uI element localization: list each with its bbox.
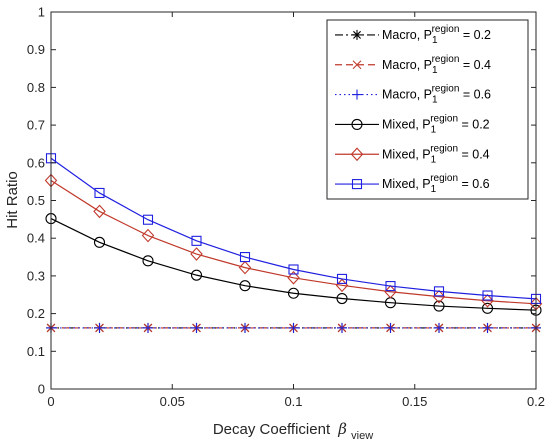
legend-entry: Macro, P1region = 0.4 bbox=[335, 54, 491, 76]
x-axis-title-text: Decay Coefficient bbox=[213, 421, 331, 438]
data-point bbox=[141, 228, 155, 243]
x-axis-title: Decay Coefficient β view bbox=[213, 420, 373, 442]
y-tick-label: 0.5 bbox=[27, 193, 45, 208]
series-line bbox=[50, 180, 537, 305]
data-point bbox=[482, 322, 493, 333]
data-point bbox=[143, 322, 153, 333]
data-point bbox=[239, 280, 251, 292]
data-point bbox=[385, 281, 396, 292]
data-point bbox=[434, 322, 444, 333]
legend-entry: Mixed, P1region = 0.2 bbox=[335, 113, 490, 135]
y-axis-title: Hit Ratio bbox=[4, 171, 21, 229]
x-tick-label: 0.2 bbox=[527, 394, 545, 409]
data-point bbox=[385, 322, 396, 333]
y-tick-label: 0.4 bbox=[27, 231, 45, 246]
legend-label: Mixed, P1region = 0.2 bbox=[382, 113, 490, 135]
data-point bbox=[384, 284, 397, 299]
data-point bbox=[240, 322, 250, 333]
legend-marker bbox=[352, 60, 362, 70]
legend-entry: Macro, P1region = 0.2 bbox=[335, 24, 491, 46]
series-line bbox=[50, 157, 537, 300]
series-5 bbox=[44, 173, 543, 311]
y-tick-label: 0.1 bbox=[27, 344, 45, 359]
data-point bbox=[94, 187, 105, 199]
data-point bbox=[239, 252, 251, 263]
legend-marker bbox=[352, 29, 362, 40]
data-point bbox=[481, 293, 494, 308]
legend-box bbox=[326, 19, 529, 200]
data-point bbox=[142, 214, 154, 225]
data-point bbox=[191, 235, 202, 246]
ticks-layer: 0 0.05 0.1 0.15 0.2 0 0.1 0.2 0.3 0.4 0.5 0.6 0.7 0.8… bbox=[27, 5, 545, 410]
legend-label: Macro, P1region = 0.2 bbox=[382, 24, 491, 46]
legend-label: Macro, P1region = 0.6 bbox=[382, 84, 491, 106]
series-line bbox=[50, 218, 537, 311]
data-point bbox=[336, 292, 348, 305]
data-point bbox=[142, 255, 154, 267]
data-point bbox=[190, 247, 203, 261]
data-point bbox=[288, 322, 299, 333]
legend-entry: Macro, P1region = 0.6 bbox=[335, 84, 491, 106]
y-tick-label: 0 bbox=[38, 382, 45, 397]
data-point bbox=[190, 269, 203, 281]
legend-label: Mixed, P1region = 0.4 bbox=[382, 143, 490, 165]
y-tick-label: 0.3 bbox=[27, 268, 45, 283]
x-axis-title-subscript: view bbox=[351, 430, 373, 442]
data-point bbox=[336, 273, 348, 284]
series-6 bbox=[45, 153, 542, 304]
data-point bbox=[337, 322, 347, 333]
y-tick-label: 0.7 bbox=[27, 118, 45, 133]
data-point bbox=[93, 204, 106, 219]
x-tick-label: 0 bbox=[47, 394, 54, 409]
data-point bbox=[482, 290, 493, 301]
data-point bbox=[432, 289, 446, 304]
data-point bbox=[481, 302, 494, 314]
y-tick-label: 1 bbox=[38, 5, 45, 20]
data-point bbox=[191, 322, 202, 333]
data-point bbox=[94, 322, 105, 333]
data-point bbox=[287, 270, 300, 285]
legend-entry: Mixed, P1region = 0.6 bbox=[335, 173, 490, 195]
data-point bbox=[238, 260, 252, 275]
data-point bbox=[93, 236, 106, 248]
data-point bbox=[288, 264, 299, 275]
legend-marker bbox=[352, 89, 362, 100]
y-tick-label: 0.2 bbox=[27, 306, 45, 321]
series-layer bbox=[44, 153, 543, 333]
y-tick-label: 0.6 bbox=[27, 155, 45, 170]
legend-marker bbox=[351, 118, 363, 130]
y-tick-label: 0.9 bbox=[27, 42, 45, 57]
x-axis-title-symbol: β bbox=[337, 420, 347, 438]
y-tick-label: 0.8 bbox=[27, 80, 45, 95]
data-point bbox=[433, 286, 445, 297]
x-tick-label: 0.05 bbox=[160, 394, 185, 409]
legend-marker bbox=[351, 179, 363, 190]
x-tick-label: 0.1 bbox=[284, 394, 302, 409]
data-point bbox=[433, 300, 445, 312]
x-tick-label: 0.15 bbox=[402, 394, 427, 409]
legend: Macro, P1region = 0.2 Macro, P1region = 0… bbox=[326, 19, 529, 200]
legend-label: Mixed, P1region = 0.6 bbox=[382, 173, 490, 195]
legend-marker bbox=[350, 147, 364, 162]
data-point bbox=[287, 287, 300, 299]
legend-entry: Mixed, P1region = 0.4 bbox=[335, 143, 490, 165]
legend-label: Macro, P1region = 0.4 bbox=[382, 54, 491, 76]
